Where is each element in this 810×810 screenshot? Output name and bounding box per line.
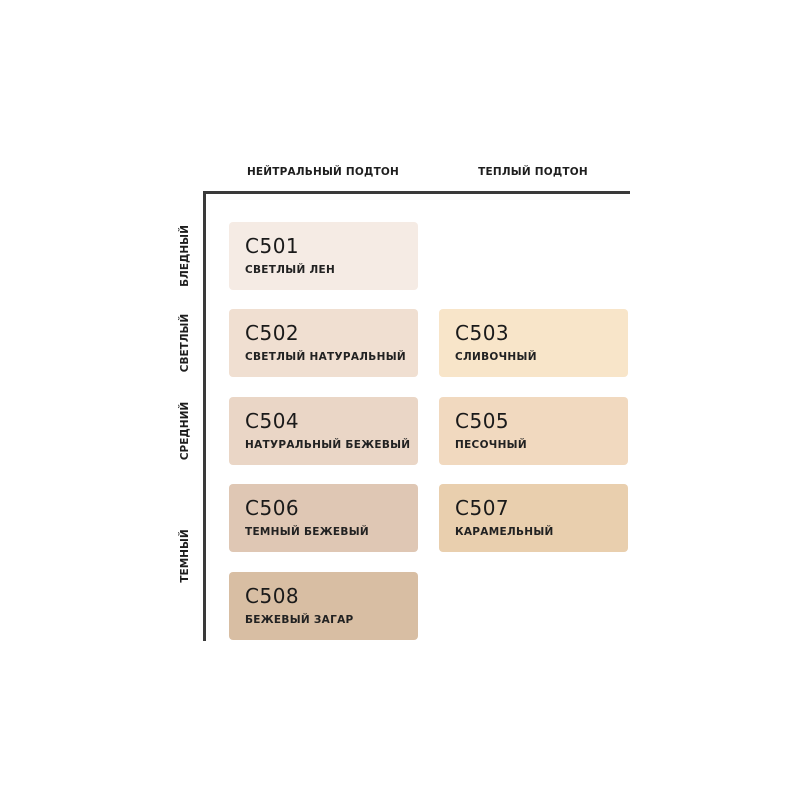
- shade-card-c508: C508 БЕЖЕВЫЙ ЗАГАР: [229, 572, 418, 640]
- row-label-medium: СРЕДНИЙ: [179, 401, 191, 461]
- shade-name: ПЕСОЧНЫЙ: [455, 439, 527, 451]
- shade-name: СВЕТЛЫЙ НАТУРАЛЬНЫЙ: [245, 351, 406, 363]
- shade-card-c501: C501 СВЕТЛЫЙ ЛЕН: [229, 222, 418, 290]
- shade-name: БЕЖЕВЫЙ ЗАГАР: [245, 614, 354, 626]
- shade-name: СЛИВОЧНЫЙ: [455, 351, 537, 363]
- shade-code: C504: [245, 409, 300, 433]
- shade-code: C503: [455, 321, 510, 345]
- shade-card-c505: C505 ПЕСОЧНЫЙ: [439, 397, 628, 465]
- shade-code: C508: [245, 584, 300, 608]
- shade-code: C501: [245, 234, 300, 258]
- column-header-warm: ТЕПЛЫЙ ПОДТОН: [478, 166, 588, 178]
- shade-card-c507: C507 КАРАМЕЛЬНЫЙ: [439, 484, 628, 552]
- shade-card-c506: C506 ТЕМНЫЙ БЕЖЕВЫЙ: [229, 484, 418, 552]
- axis-horizontal: [203, 191, 630, 194]
- shade-code: C507: [455, 496, 510, 520]
- row-label-light: СВЕТЛЫЙ: [179, 313, 191, 373]
- shade-name: НАТУРАЛЬНЫЙ БЕЖЕВЫЙ: [245, 439, 411, 451]
- shade-name: КАРАМЕЛЬНЫЙ: [455, 526, 554, 538]
- shade-code: C506: [245, 496, 300, 520]
- column-header-neutral: НЕЙТРАЛЬНЫЙ ПОДТОН: [246, 166, 400, 178]
- shade-code: C502: [245, 321, 300, 345]
- row-label-pale: БЛЕДНЫЙ: [179, 225, 191, 287]
- shade-card-c504: C504 НАТУРАЛЬНЫЙ БЕЖЕВЫЙ: [229, 397, 418, 465]
- shade-code: C505: [455, 409, 510, 433]
- shade-name: СВЕТЛЫЙ ЛЕН: [245, 264, 336, 276]
- shade-card-c502: C502 СВЕТЛЫЙ НАТУРАЛЬНЫЙ: [229, 309, 418, 377]
- axis-vertical: [203, 191, 206, 641]
- shade-card-c503: C503 СЛИВОЧНЫЙ: [439, 309, 628, 377]
- row-label-dark: ТЕМНЫЙ: [179, 529, 191, 583]
- shade-name: ТЕМНЫЙ БЕЖЕВЫЙ: [245, 526, 369, 538]
